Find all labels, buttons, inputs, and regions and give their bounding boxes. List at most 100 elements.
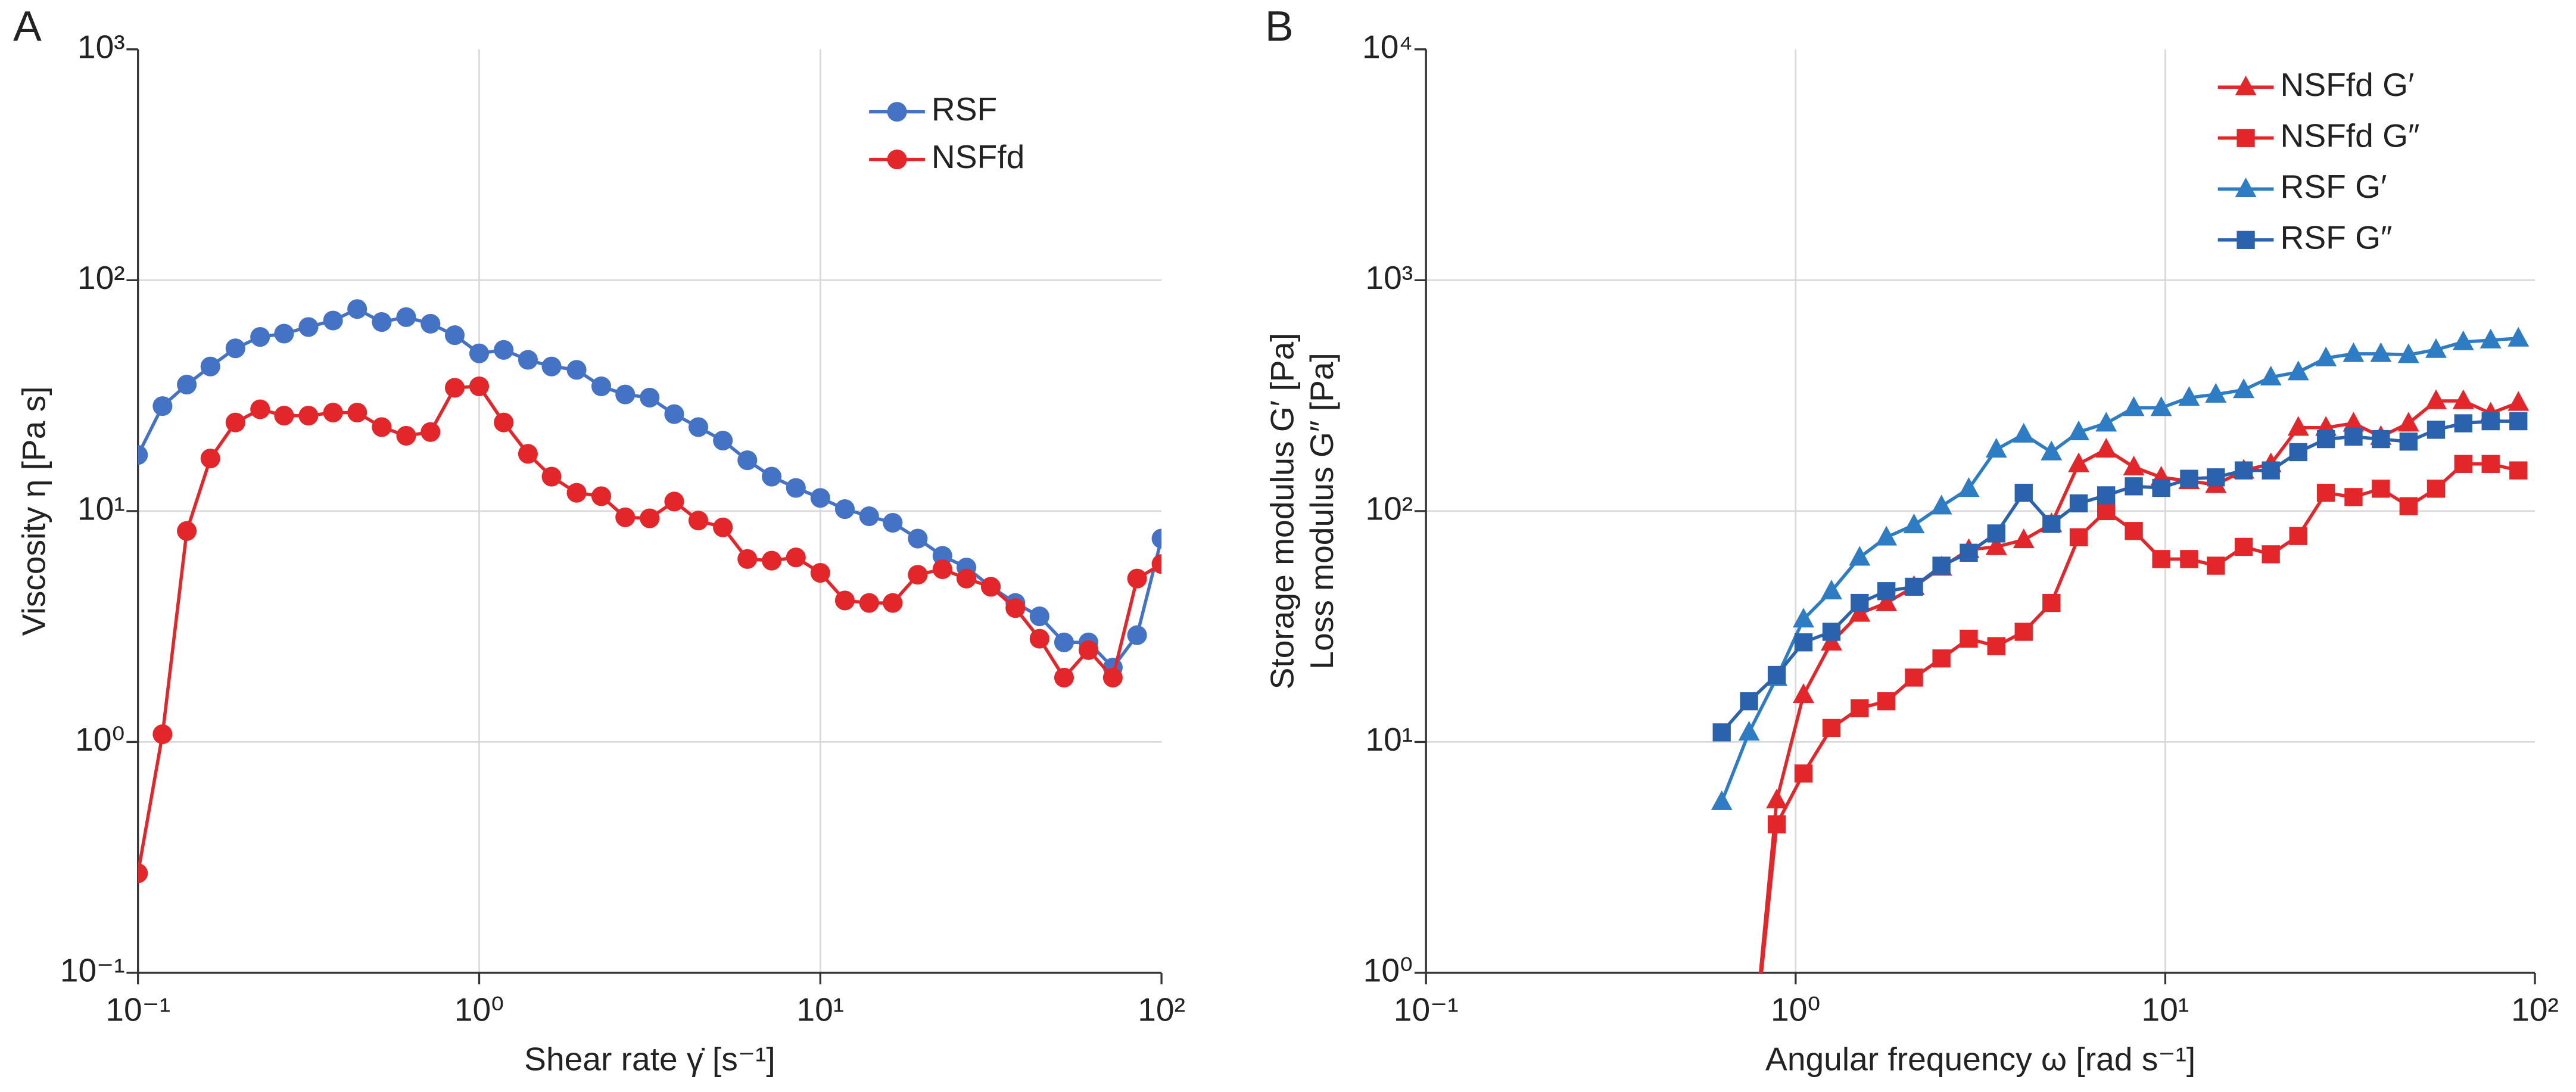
- marker: [1794, 764, 1813, 783]
- marker: [2316, 484, 2335, 502]
- marker: [200, 449, 220, 469]
- marker: [1903, 514, 1925, 534]
- marker: [2316, 430, 2335, 449]
- marker: [2152, 550, 2170, 568]
- marker: [2014, 623, 2033, 641]
- marker: [2454, 455, 2472, 473]
- marker: [1029, 629, 1049, 649]
- marker: [1005, 598, 1026, 618]
- x-tick-label: 10²: [2511, 991, 2559, 1028]
- marker: [2207, 468, 2225, 487]
- marker: [2234, 537, 2253, 556]
- marker: [1740, 1084, 1758, 1092]
- marker: [2013, 528, 2035, 549]
- marker: [1851, 593, 1869, 612]
- y-tick-label: 10¹: [77, 490, 125, 527]
- marker: [2397, 412, 2419, 432]
- marker: [1876, 525, 1898, 546]
- x-tick-label: 10⁻¹: [105, 991, 170, 1028]
- marker: [323, 310, 343, 331]
- marker: [250, 399, 270, 419]
- marker: [2481, 455, 2500, 473]
- marker: [2315, 346, 2337, 366]
- marker: [396, 425, 416, 446]
- legend-label: NSFfd: [932, 138, 1024, 175]
- marker: [2237, 231, 2255, 249]
- marker: [2123, 396, 2145, 416]
- y-tick-label: 10⁰: [75, 721, 124, 758]
- marker: [2454, 414, 2472, 433]
- marker: [1877, 582, 1896, 601]
- marker: [2508, 326, 2530, 347]
- y-tick-label: 10³: [1365, 259, 1413, 296]
- marker: [1794, 633, 1813, 652]
- marker: [1851, 699, 1869, 717]
- marker: [469, 343, 490, 363]
- marker: [786, 547, 806, 568]
- marker: [1987, 524, 2005, 543]
- marker: [274, 323, 294, 344]
- marker: [2508, 391, 2530, 411]
- y-tick-label: 10¹: [1365, 721, 1413, 758]
- panel-label: B: [1265, 3, 1294, 51]
- marker: [640, 508, 660, 528]
- marker: [1960, 543, 1978, 562]
- marker: [2343, 342, 2365, 362]
- marker: [420, 422, 441, 442]
- marker: [2152, 478, 2170, 497]
- marker: [2260, 365, 2282, 385]
- plot-area: [138, 299, 1162, 883]
- marker: [2233, 378, 2255, 399]
- marker: [1079, 640, 1099, 660]
- marker: [1849, 546, 1871, 566]
- marker: [1767, 815, 1786, 833]
- marker: [323, 403, 343, 423]
- marker: [298, 406, 319, 426]
- marker: [2150, 396, 2172, 416]
- marker: [2289, 527, 2307, 545]
- marker: [2234, 461, 2253, 480]
- legend-label: RSF: [932, 91, 997, 127]
- marker: [2207, 556, 2225, 575]
- y-axis-label: Storage modulus G′ [Pa]: [1264, 332, 1301, 689]
- marker: [152, 396, 173, 416]
- marker: [615, 507, 636, 527]
- marker: [1987, 637, 2005, 655]
- marker: [1905, 577, 1923, 596]
- y-tick-label: 10²: [77, 259, 125, 296]
- marker: [518, 350, 538, 370]
- plot-area: [1711, 326, 2530, 1092]
- marker: [347, 403, 367, 423]
- marker: [1054, 632, 1074, 652]
- marker: [372, 417, 392, 437]
- marker: [2425, 338, 2447, 358]
- marker: [932, 559, 952, 580]
- marker: [1821, 579, 1842, 600]
- marker: [713, 431, 733, 451]
- marker: [908, 528, 928, 549]
- marker: [177, 521, 197, 541]
- marker: [591, 486, 612, 506]
- marker: [2509, 461, 2528, 480]
- series-line: [1720, 337, 2519, 803]
- marker: [566, 483, 587, 503]
- marker: [177, 375, 197, 395]
- marker: [591, 376, 612, 397]
- marker: [2452, 389, 2474, 409]
- marker: [737, 549, 758, 569]
- y-tick-label: 10²: [1365, 490, 1413, 527]
- marker: [566, 360, 587, 380]
- marker: [2014, 484, 2033, 502]
- marker: [908, 565, 928, 585]
- marker: [834, 590, 855, 611]
- marker: [1127, 568, 1147, 589]
- marker: [541, 466, 562, 487]
- marker: [1127, 625, 1147, 645]
- marker: [2235, 75, 2257, 96]
- marker: [1905, 668, 1923, 687]
- marker: [859, 593, 879, 613]
- marker: [298, 317, 319, 337]
- marker: [347, 299, 367, 319]
- marker: [1985, 438, 2007, 458]
